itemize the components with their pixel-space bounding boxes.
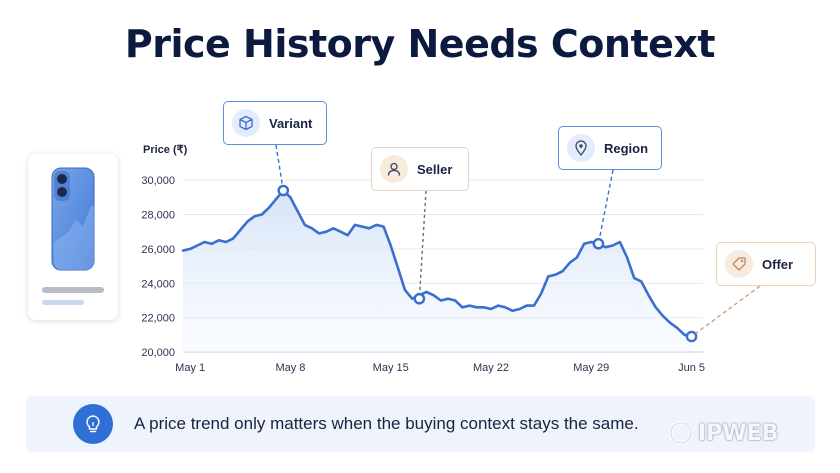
variant-callout: Variant [223,101,327,145]
callout-connector [597,169,614,244]
price-chart: Price (₹) 20,000 22,000 24,000 26,000 28,000… [141,144,761,374]
annotation-marker [277,184,290,197]
person-icon [380,155,408,183]
x-tick-label: May 15 [373,362,409,374]
banner-message: A price trend only matters when the buyi… [134,414,639,433]
annotation-marker [592,237,605,250]
handshake-icon [669,421,693,445]
page-title: Price History Needs Context [124,22,716,66]
y-axis-label: Price (₹) [143,144,188,156]
x-tick-label: Jun 5 [678,362,705,374]
seller-callout: Seller [371,147,469,191]
annotation-marker [685,330,698,343]
y-tick-label: 22,000 [141,313,175,325]
x-tick-label: May 22 [473,362,509,374]
callout-connector [418,190,427,299]
x-tick-label: May 1 [175,362,205,374]
offer-callout: Offer [716,242,816,286]
price-line [181,189,693,338]
y-tick-label: 24,000 [141,278,175,290]
y-tick-label: 28,000 [141,210,175,222]
annotation-marker [413,292,426,305]
location-pin-icon [567,134,595,162]
price-tag-icon [725,250,753,278]
y-tick-label: 30,000 [141,175,175,187]
y-tick-label: 26,000 [141,244,175,256]
watermark-logo: IPWEB [668,420,778,446]
product-card [28,154,118,320]
smartphone-icon [51,167,95,271]
offer-label: Offer [762,256,794,272]
callout-connector [691,285,761,338]
product-subtitle-placeholder [42,300,84,305]
callout-connector [275,144,284,191]
cube-icon [232,109,260,137]
region-label: Region [604,140,649,156]
x-tick-label: May 8 [275,362,305,374]
x-tick-label: May 29 [573,362,609,374]
product-title-placeholder [42,287,104,293]
seller-label: Seller [417,161,453,177]
variant-label: Variant [269,115,313,131]
region-callout: Region [558,126,662,170]
watermark-text: IPWEB [698,420,779,446]
y-tick-label: 20,000 [141,347,175,359]
lightbulb-icon [73,404,113,444]
price-area-fill [183,190,692,352]
